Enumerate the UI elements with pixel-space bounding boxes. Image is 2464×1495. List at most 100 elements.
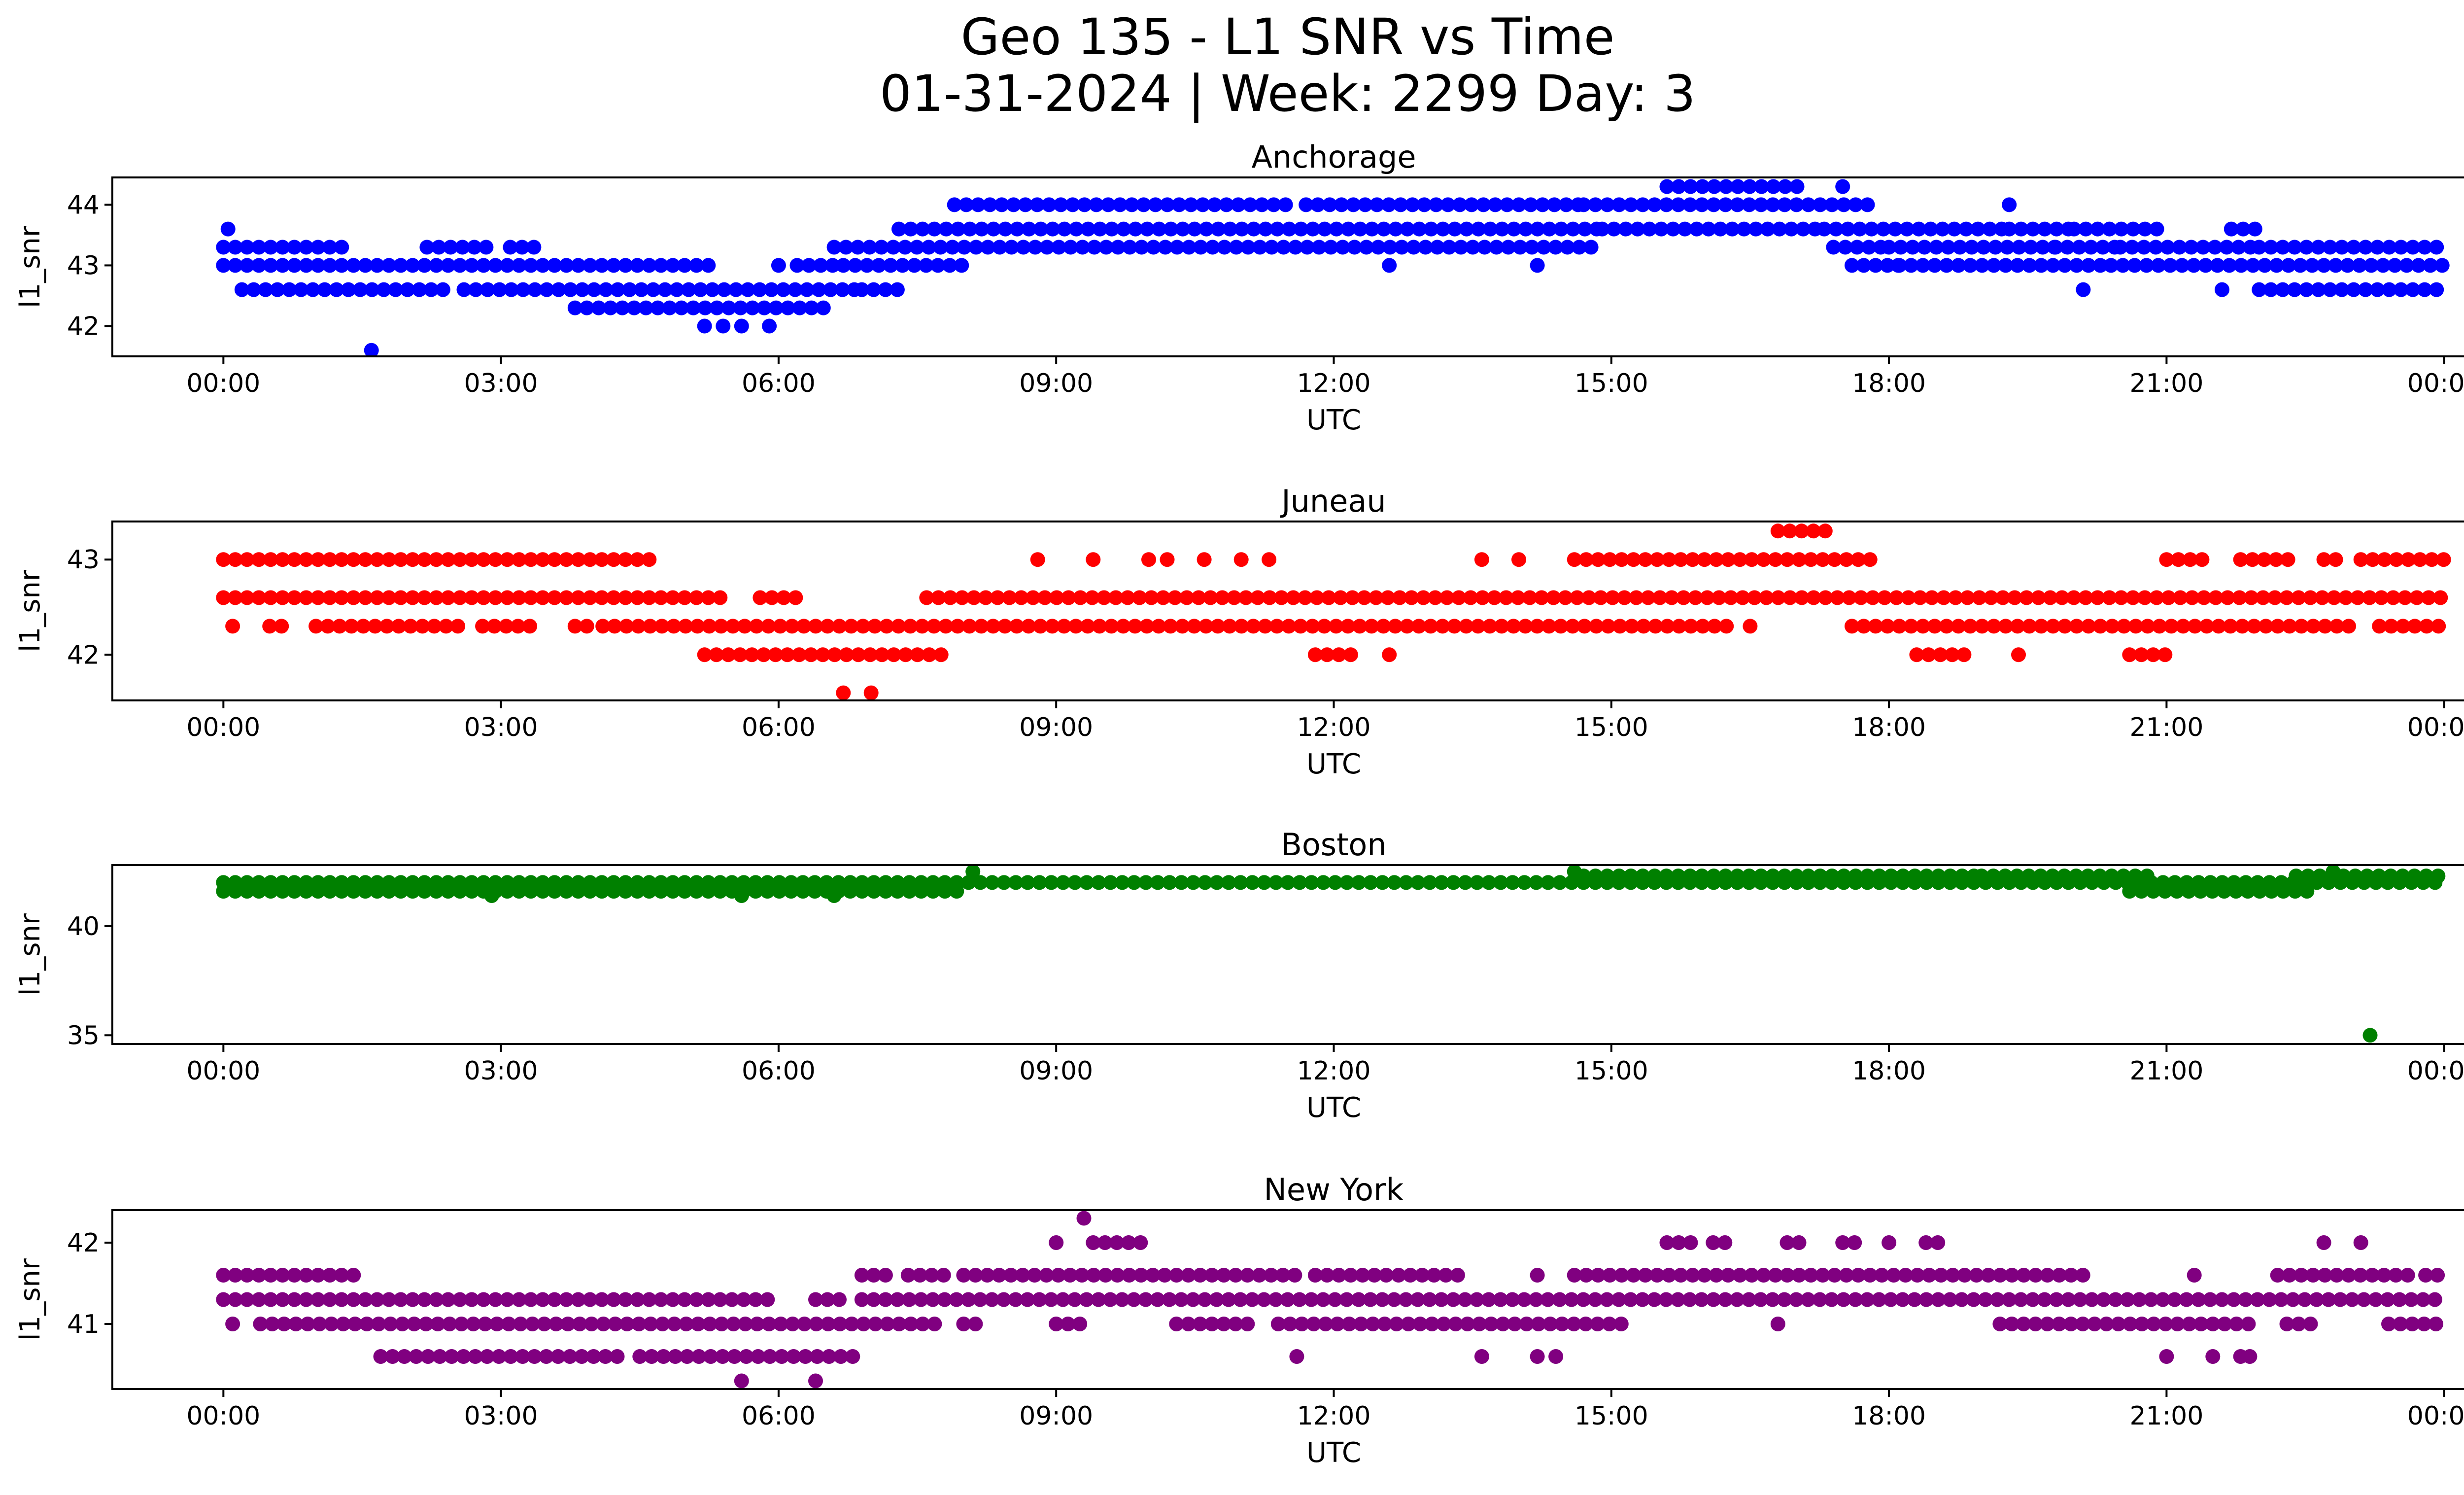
data-point — [1803, 552, 1818, 567]
data-point — [1626, 552, 1641, 567]
data-point — [1918, 1292, 1934, 1307]
data-point — [2427, 1292, 2442, 1307]
data-point — [1919, 869, 1934, 884]
data-point — [1530, 619, 1545, 634]
data-point — [1156, 590, 1171, 605]
data-point — [1422, 875, 1437, 890]
data-point — [1567, 552, 1582, 567]
data-point — [334, 1292, 349, 1307]
data-point — [1091, 1292, 1106, 1307]
data-point — [1139, 619, 1155, 634]
data-point — [464, 552, 479, 567]
data-point — [1706, 1292, 1721, 1307]
data-point — [2368, 1292, 2383, 1307]
data-point — [891, 221, 906, 237]
data-point — [1713, 221, 1728, 237]
data-point — [2007, 590, 2022, 605]
data-point — [368, 619, 383, 634]
data-point — [2115, 258, 2130, 273]
data-point — [584, 1317, 599, 1331]
data-point — [2382, 240, 2397, 255]
data-point — [925, 1292, 940, 1307]
data-point — [1989, 1292, 2005, 1307]
data-point — [2376, 1268, 2392, 1283]
data-point — [1440, 197, 1456, 212]
data-point — [352, 282, 368, 297]
data-point — [559, 590, 574, 605]
data-point — [862, 647, 878, 662]
data-point — [1418, 240, 1433, 255]
data-point — [1191, 590, 1206, 605]
data-point — [2185, 590, 2200, 605]
data-point — [1892, 619, 1907, 634]
data-point — [1045, 221, 1060, 237]
data-point — [871, 258, 887, 273]
data-point — [393, 590, 409, 605]
data-point — [1889, 590, 1904, 605]
data-point — [1327, 1292, 1342, 1307]
data-point — [1654, 221, 1669, 237]
data-point — [2407, 869, 2422, 884]
data-point — [1910, 1268, 1925, 1283]
data-point — [798, 1349, 813, 1364]
data-point — [1460, 1317, 1475, 1331]
data-point — [1824, 197, 1840, 212]
data-point — [949, 884, 964, 899]
data-point — [1817, 523, 1833, 539]
data-point — [656, 1349, 671, 1364]
data-point — [693, 282, 708, 297]
data-point — [1660, 619, 1675, 634]
data-point — [978, 590, 993, 605]
data-point — [2353, 1235, 2368, 1250]
data-point — [1128, 619, 1143, 634]
y-axis-label: l1_snr — [14, 1258, 46, 1341]
data-point — [2139, 258, 2154, 273]
data-point — [586, 282, 602, 297]
data-point — [2001, 1292, 2017, 1307]
data-point — [2199, 619, 2214, 634]
data-point — [804, 300, 819, 315]
data-point — [1566, 1317, 1581, 1331]
data-point — [1986, 619, 2001, 634]
data-point — [1756, 552, 1771, 567]
data-point — [2046, 258, 2060, 273]
data-point — [1175, 221, 1190, 237]
data-point — [407, 1317, 422, 1331]
data-point — [850, 240, 865, 255]
data-point — [2151, 258, 2166, 273]
x-tick-label: 00:00 — [186, 1056, 260, 1086]
data-point — [1648, 619, 1663, 634]
data-point — [2358, 282, 2373, 297]
data-point — [2392, 1292, 2407, 1307]
data-point — [464, 258, 479, 273]
data-point — [2276, 884, 2291, 899]
x-tick-label: 18:00 — [1852, 713, 1926, 742]
data-point — [322, 884, 338, 899]
data-point — [1956, 647, 1972, 662]
data-point — [1447, 619, 1462, 634]
data-point — [2247, 221, 2262, 237]
data-point — [2081, 619, 2096, 634]
data-point — [1363, 875, 1378, 890]
data-point — [615, 300, 630, 315]
data-point — [1027, 1268, 1042, 1283]
data-point — [2157, 647, 2173, 662]
data-point — [1098, 240, 1114, 255]
data-point — [898, 647, 913, 662]
data-point — [1842, 590, 1857, 605]
data-point — [2117, 619, 2131, 634]
data-point — [1859, 1292, 1875, 1307]
data-point — [322, 1268, 338, 1283]
data-point — [631, 619, 646, 634]
data-point — [1826, 240, 1841, 255]
data-point — [606, 1292, 621, 1307]
data-point — [539, 282, 554, 297]
data-point — [476, 590, 491, 605]
data-point — [760, 884, 775, 899]
y-axis-label: l1_snr — [14, 225, 46, 308]
data-point — [1768, 1268, 1783, 1283]
data-point — [1376, 221, 1391, 237]
data-point — [1682, 869, 1698, 884]
data-point — [467, 240, 482, 255]
